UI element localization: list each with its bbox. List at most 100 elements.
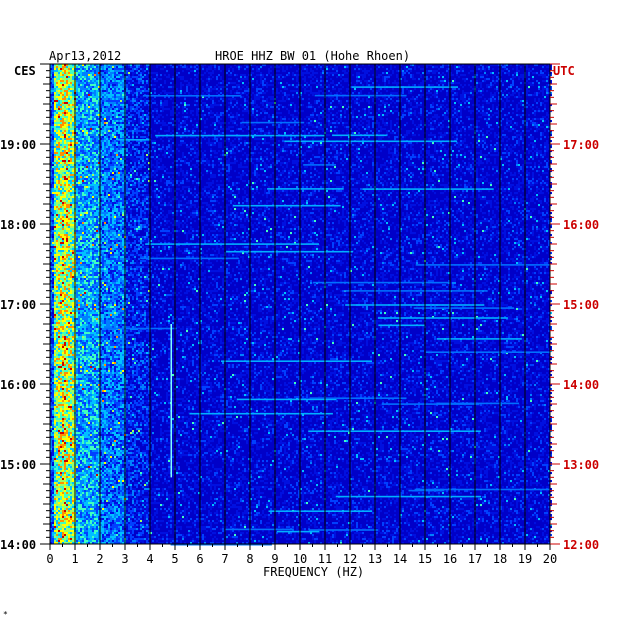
spectrogram-cell — [58, 132, 60, 135]
spectrogram-cell — [378, 122, 380, 125]
spectrogram-cell — [550, 94, 552, 97]
spectrogram-cell — [372, 100, 374, 103]
spectrogram-cell — [172, 86, 174, 89]
spectrogram-cell — [168, 138, 170, 141]
spectrogram-cell — [244, 68, 246, 71]
spectrogram-cell — [368, 102, 370, 105]
spectrogram-cell — [54, 82, 56, 85]
spectrogram-cell — [352, 74, 354, 77]
spectrogram-cell — [420, 124, 422, 127]
spectrogram-cell — [490, 92, 492, 95]
spectrogram-cell — [532, 78, 534, 81]
spectrogram-cell — [430, 70, 432, 73]
spectrogram-cell — [108, 64, 110, 67]
spectrogram-cell — [412, 90, 414, 93]
spectrogram-cell — [190, 66, 192, 69]
spectrogram-cell — [384, 78, 386, 81]
spectrogram-cell — [78, 96, 80, 99]
spectrogram-cell — [378, 74, 380, 77]
spectrogram-cell — [108, 140, 110, 143]
spectrogram-cell — [462, 140, 464, 143]
spectrogram-cell — [202, 88, 204, 91]
spectrogram-cell — [326, 80, 328, 83]
spectrogram-cell — [378, 132, 380, 135]
spectrogram-cell — [178, 72, 180, 75]
spectrogram-cell — [252, 104, 254, 107]
spectrogram-cell — [92, 86, 94, 89]
spectrogram-cell — [468, 110, 470, 113]
spectrogram-cell — [292, 84, 294, 87]
spectrogram-cell — [112, 142, 114, 145]
spectrogram-cell — [526, 80, 528, 83]
spectrogram-cell — [462, 98, 464, 101]
spectrogram-cell — [292, 116, 294, 119]
spectrogram-cell — [340, 104, 342, 107]
spectrogram-cell — [120, 88, 122, 91]
spectrogram-cell — [386, 102, 388, 105]
spectrogram-cell — [250, 130, 252, 133]
spectrogram-cell — [190, 84, 192, 87]
spectrogram-cell — [522, 110, 524, 113]
spectrogram-cell — [484, 138, 486, 141]
spectrogram-cell — [534, 98, 536, 101]
spectrogram-cell — [96, 126, 98, 129]
spectrogram-cell — [68, 96, 70, 99]
spectrogram-cell — [454, 110, 456, 113]
spectrogram-cell — [142, 88, 144, 91]
spectrogram-cell — [66, 100, 68, 103]
spectrogram-cell — [478, 140, 480, 143]
spectrogram-cell — [82, 112, 84, 115]
spectrogram-cell — [106, 100, 108, 103]
spectrogram-cell — [352, 116, 354, 119]
spectrogram-cell — [542, 98, 544, 101]
spectrogram-cell — [84, 122, 86, 125]
spectrogram-cell — [216, 92, 218, 95]
spectrogram-cell — [96, 82, 98, 85]
spectrogram-cell — [304, 136, 306, 139]
spectrogram-cell — [384, 124, 386, 127]
spectrogram-cell — [50, 80, 52, 83]
spectrogram-cell — [120, 122, 122, 125]
spectrogram-cell — [252, 86, 254, 89]
spectrogram-cell — [116, 94, 118, 97]
spectrogram-cell — [210, 98, 212, 101]
spectrogram-cell — [118, 90, 120, 93]
spectrogram-cell — [88, 142, 90, 145]
spectrogram-cell — [492, 96, 494, 99]
spectrogram-cell — [72, 142, 74, 145]
spectrogram-cell — [104, 140, 106, 143]
spectrogram-cell — [308, 76, 310, 79]
spectrogram-cell — [354, 88, 356, 91]
spectrogram-cell — [52, 130, 54, 133]
spectrogram-cell — [456, 126, 458, 129]
spectrogram-cell — [548, 76, 550, 79]
spectrogram-cell — [240, 74, 242, 77]
spectrogram-cell — [530, 106, 532, 109]
spectrogram-cell — [348, 84, 350, 87]
spectrogram-cell — [288, 84, 290, 87]
spectrogram-cell — [442, 100, 444, 103]
spectrogram-cell — [134, 104, 136, 107]
spectrogram-cell — [208, 86, 210, 89]
spectrogram-cell — [236, 124, 238, 127]
spectrogram-cell — [386, 98, 388, 101]
spectrogram-cell — [244, 100, 246, 103]
spectrogram-cell — [486, 102, 488, 105]
spectrogram-cell — [142, 86, 144, 89]
spectrogram-cell — [420, 90, 422, 93]
spectrogram-cell — [108, 128, 110, 131]
spectrogram-cell — [82, 122, 84, 125]
spectrogram-cell — [190, 112, 192, 115]
spectrogram-cell — [160, 102, 162, 105]
spectrogram-cell — [302, 130, 304, 133]
spectrogram-cell — [464, 128, 466, 131]
spectrogram-cell — [456, 66, 458, 69]
spectrogram-cell — [340, 136, 342, 139]
spectrogram-cell — [76, 136, 78, 139]
spectrogram-cell — [166, 76, 168, 79]
spectrogram-cell — [110, 100, 112, 103]
spectrogram-cell — [512, 80, 514, 83]
spectrogram-cell — [68, 76, 70, 79]
spectrogram-cell — [354, 100, 356, 103]
spectrogram-cell — [178, 64, 180, 67]
